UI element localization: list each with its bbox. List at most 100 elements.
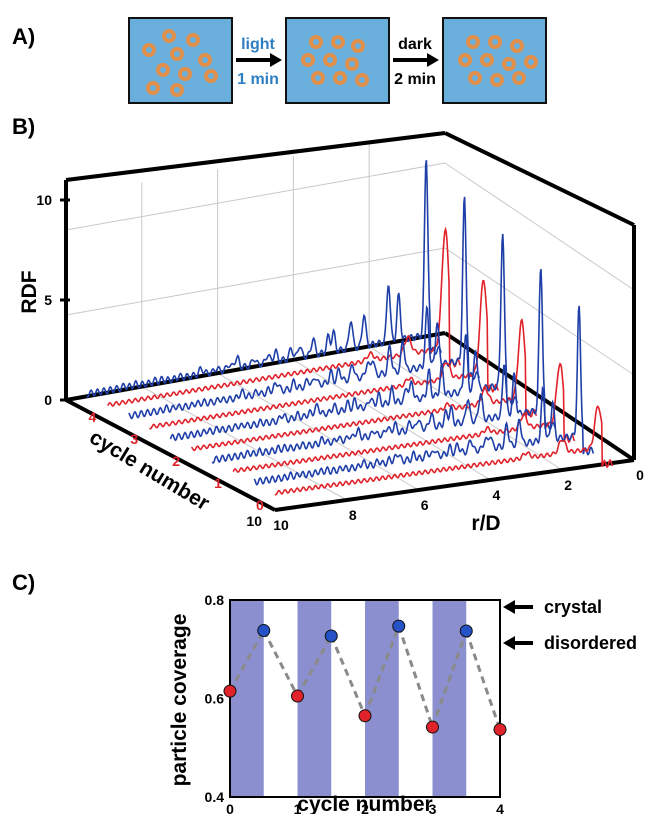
particle-core — [494, 77, 500, 83]
c-x-axis-title: cycle number — [297, 793, 432, 814]
crystal-trace — [211, 269, 557, 464]
cycle-label: 2 — [172, 453, 180, 469]
particle-core — [337, 75, 343, 81]
annotation-crystal-text: crystal — [544, 597, 602, 617]
grid-line — [444, 162, 635, 291]
annotation-crystal: crystal — [503, 597, 602, 617]
y-axis-title: cycle number — [85, 426, 213, 515]
particle-core — [349, 61, 355, 67]
plot-frame-c — [229, 599, 501, 798]
cycle-label: 1 — [214, 475, 222, 491]
c-x-tick-label: 3 — [429, 801, 437, 814]
cycle-label: 3 — [130, 431, 138, 447]
connector-line — [397, 625, 434, 728]
data-points — [223, 619, 507, 737]
connector-line — [329, 635, 367, 717]
coverage-point — [257, 624, 271, 638]
particle-core — [146, 47, 152, 53]
particle-core — [492, 39, 498, 45]
particle-core — [462, 57, 468, 63]
particle-core — [150, 85, 156, 91]
step2-line2: 2 min — [394, 71, 436, 88]
y-tick-label: 10 — [246, 513, 262, 529]
z-tick-label: 0 — [44, 392, 52, 408]
particle-core — [182, 71, 188, 77]
c-x-tick-label: 1 — [294, 801, 302, 814]
particle-core — [335, 39, 341, 45]
particle-core — [327, 57, 333, 63]
particle-core — [484, 57, 490, 63]
particle-core — [305, 57, 311, 63]
x-tick-label: 2 — [564, 477, 572, 493]
c-y-tick-label: 0.4 — [205, 789, 225, 805]
particle-core — [528, 59, 534, 65]
c-x-tick-label: 2 — [361, 801, 369, 814]
back-wall — [66, 133, 445, 400]
grid-line — [293, 359, 491, 481]
coverage-point — [426, 720, 439, 734]
particle-core — [190, 37, 196, 43]
coverage-point — [291, 689, 304, 703]
coverage-point — [324, 629, 338, 643]
panel-label-c: C) — [12, 570, 35, 595]
arrow-disordered-head — [503, 636, 515, 650]
particle-core — [202, 57, 208, 63]
particle-core — [506, 61, 512, 67]
grid-line — [217, 372, 419, 491]
cycle-label: 4 — [89, 409, 97, 425]
disordered-trace — [274, 405, 614, 496]
coverage-point — [358, 709, 372, 723]
crystal-trace — [128, 196, 481, 420]
grid-line — [65, 247, 446, 316]
particle-core — [174, 87, 180, 93]
coverage-point — [223, 684, 237, 698]
crystal-trace — [169, 233, 519, 442]
particles — [142, 29, 538, 97]
c-x-tick-label: 0 — [226, 801, 234, 814]
connector-line — [431, 630, 468, 728]
particle-core — [174, 51, 180, 57]
x-tick-label: 10 — [273, 517, 289, 533]
particle-core — [516, 75, 522, 81]
arrow-dark-head — [427, 53, 439, 67]
crystal-trace — [86, 160, 443, 398]
x-tick-label: 0 — [636, 467, 644, 483]
connector-line — [262, 629, 299, 697]
particle-core — [315, 75, 321, 81]
arrow-light-head — [270, 53, 282, 67]
arrow-crystal-head — [503, 600, 515, 614]
particle-core — [359, 77, 365, 83]
ticks-c: 0 1 2 3 4 0.4 0.6 0.8 — [205, 592, 505, 814]
coverage-point — [493, 723, 507, 737]
particle-core — [472, 75, 478, 81]
particle-core — [514, 43, 520, 49]
x-tick-label: 4 — [493, 487, 501, 503]
cycle-labels: 4 3 2 1 0 — [89, 409, 265, 513]
rdf-traces — [86, 160, 614, 496]
crystal-trace — [253, 305, 595, 486]
z-tick-label: 10 — [36, 192, 52, 208]
x-tick-label: 6 — [421, 497, 429, 513]
z-tick-label: 5 — [44, 292, 52, 308]
z-axis-title: RDF — [18, 270, 41, 313]
c-y-axis-title: particle coverage — [168, 614, 191, 787]
particle-core — [208, 73, 214, 79]
connector-line — [363, 625, 401, 717]
panel-label-b: B) — [12, 114, 35, 139]
particle-core — [160, 67, 166, 73]
panel-label-a: A) — [12, 24, 35, 49]
particle-core — [313, 39, 319, 45]
connector-line — [464, 630, 502, 731]
coverage-point — [459, 624, 473, 638]
annotation-disordered-text: disordered — [544, 633, 637, 653]
c-y-tick-label: 0.8 — [205, 592, 225, 608]
step1-line2: 1 min — [237, 71, 279, 88]
step2-line1: dark — [398, 36, 432, 53]
panel-c-coverage: 0 1 2 3 4 0.4 0.6 0.8 particle coverage cycle n… — [168, 592, 637, 814]
x-axis-title: r/D — [471, 512, 500, 535]
step1-line1: light — [241, 36, 275, 53]
c-x-tick-label: 4 — [496, 801, 504, 814]
